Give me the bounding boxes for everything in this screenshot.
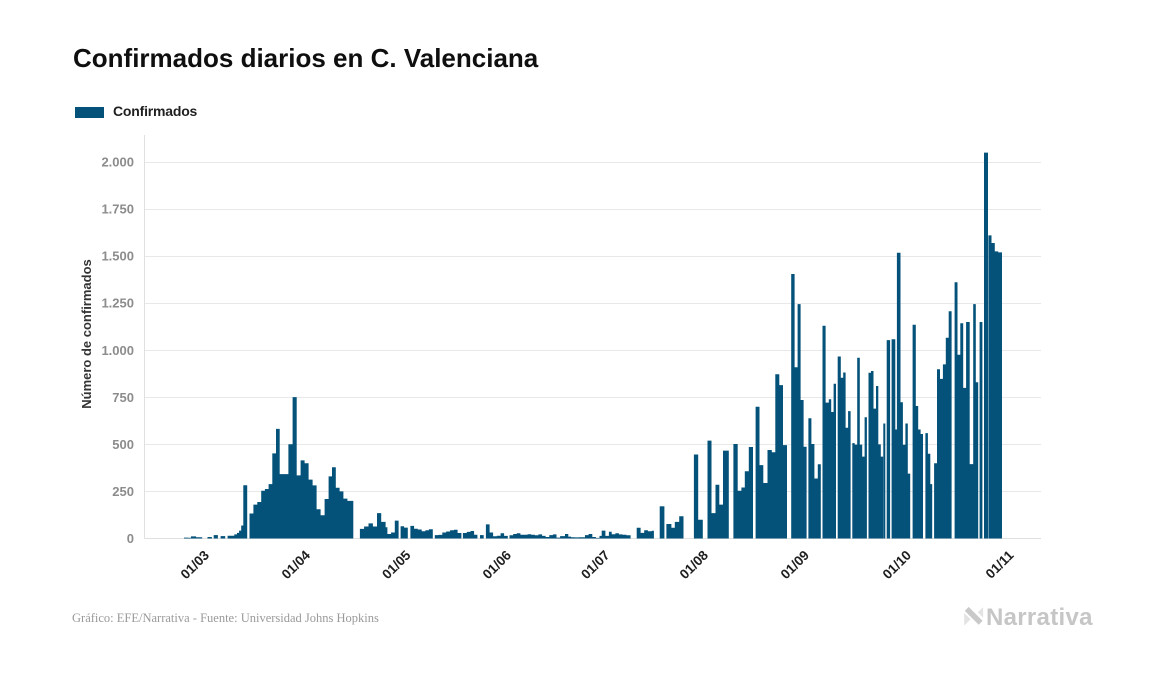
svg-text:01/08: 01/08 xyxy=(677,547,712,582)
svg-text:750: 750 xyxy=(112,390,134,405)
svg-text:01/11: 01/11 xyxy=(983,547,1017,581)
svg-text:01/07: 01/07 xyxy=(578,548,613,583)
svg-text:Narrativa: Narrativa xyxy=(986,604,1093,631)
svg-text:1.750: 1.750 xyxy=(101,202,134,217)
svg-text:Número de confirmados: Número de confirmados xyxy=(79,259,94,409)
svg-text:1.250: 1.250 xyxy=(101,296,134,311)
svg-text:500: 500 xyxy=(112,437,134,452)
svg-text:2.000: 2.000 xyxy=(101,155,134,170)
svg-text:250: 250 xyxy=(112,484,134,499)
svg-text:01/05: 01/05 xyxy=(379,547,414,582)
svg-text:0: 0 xyxy=(127,531,134,546)
svg-text:1.000: 1.000 xyxy=(101,343,134,358)
svg-text:01/09: 01/09 xyxy=(778,548,813,583)
svg-text:1.500: 1.500 xyxy=(101,249,134,264)
svg-text:01/03: 01/03 xyxy=(178,547,213,582)
svg-text:01/04: 01/04 xyxy=(279,547,314,582)
svg-text:01/06: 01/06 xyxy=(480,547,515,582)
svg-text:01/10: 01/10 xyxy=(880,548,915,583)
